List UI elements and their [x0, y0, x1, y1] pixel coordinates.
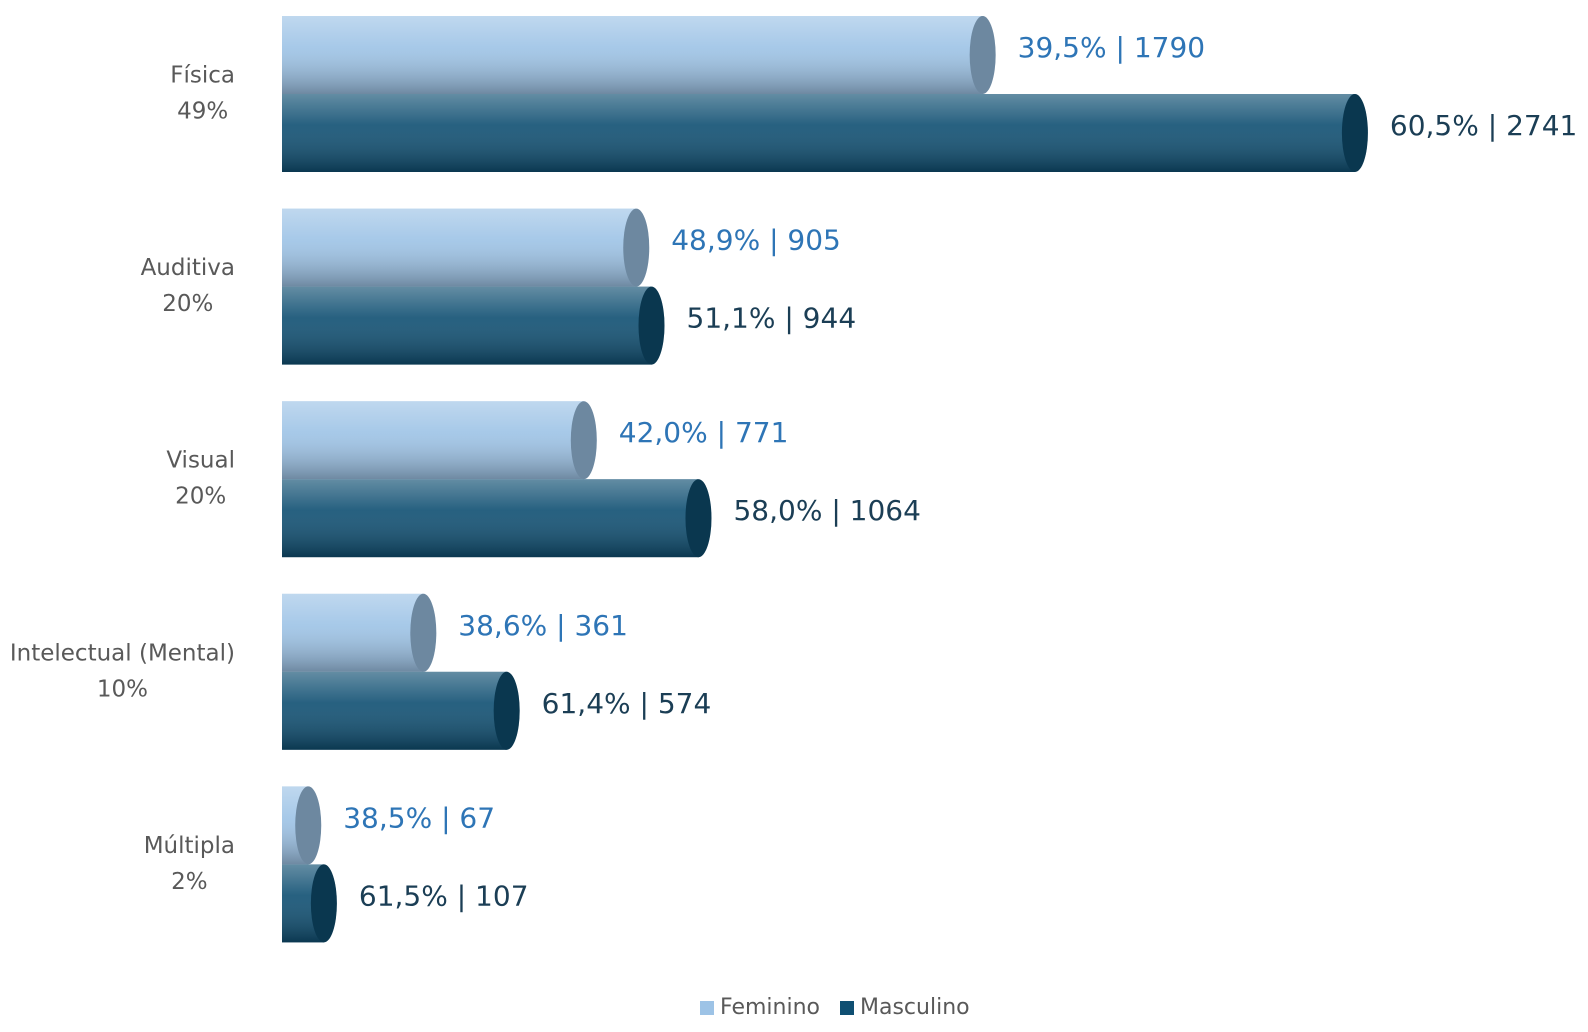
bar-cap	[623, 208, 650, 287]
category-label: 20%	[162, 291, 213, 317]
bar-cap	[969, 16, 996, 94]
bar-cap	[570, 401, 597, 480]
bar-cap-shade	[570, 401, 597, 480]
bar-cap	[685, 479, 712, 558]
data-label: 61,4% | 574	[542, 687, 712, 720]
data-label: 38,5% | 67	[343, 801, 495, 834]
bar-cap	[1341, 94, 1368, 172]
bar-shade	[282, 286, 652, 365]
category-label: 49%	[177, 99, 228, 125]
bar-cap-shade	[410, 593, 437, 672]
category-label: 10%	[97, 676, 148, 702]
bar-shade	[282, 671, 507, 750]
category-label: Intelectual (Mental)	[10, 640, 235, 666]
data-label: 38,6% | 361	[458, 609, 628, 642]
bar-cap-shade	[1341, 94, 1368, 172]
legend-swatch	[700, 1001, 714, 1015]
category-label: 2%	[171, 869, 208, 895]
bar-cap	[295, 786, 322, 865]
bar-shade	[282, 479, 699, 558]
bar-cap-shade	[310, 864, 337, 943]
legend-label: Masculino	[860, 995, 970, 1020]
legend-label: Feminino	[720, 995, 820, 1020]
category-label: Múltipla	[144, 833, 235, 859]
data-label: 48,9% | 905	[671, 224, 841, 257]
category-label: Física	[170, 63, 235, 89]
data-label: 39,5% | 1790	[1018, 31, 1205, 64]
bar-cap-shade	[623, 208, 650, 287]
bar-cap	[410, 593, 437, 672]
data-label: 58,0% | 1064	[733, 494, 920, 527]
data-label: 42,0% | 771	[619, 416, 789, 449]
bar-cap	[638, 286, 665, 365]
bar-cap-shade	[493, 671, 520, 750]
bar-shade	[282, 94, 1355, 172]
bar-cap-shade	[638, 286, 665, 365]
bar-shade	[282, 401, 584, 480]
data-label: 61,5% | 107	[359, 879, 529, 912]
data-label: 60,5% | 2741	[1390, 109, 1577, 142]
bar-cap-shade	[295, 786, 322, 865]
bar-cap	[493, 671, 520, 750]
bar-cap-shade	[685, 479, 712, 558]
bar-shade	[282, 16, 983, 94]
data-label: 51,1% | 944	[687, 302, 857, 335]
category-label: Visual	[166, 448, 235, 474]
category-label: 20%	[175, 484, 226, 510]
category-label: Auditiva	[141, 255, 235, 281]
legend-swatch	[840, 1001, 854, 1015]
bar-cap	[310, 864, 337, 943]
bar-shade	[282, 208, 637, 287]
bar-cap-shade	[969, 16, 996, 94]
bar-shade	[282, 593, 424, 672]
